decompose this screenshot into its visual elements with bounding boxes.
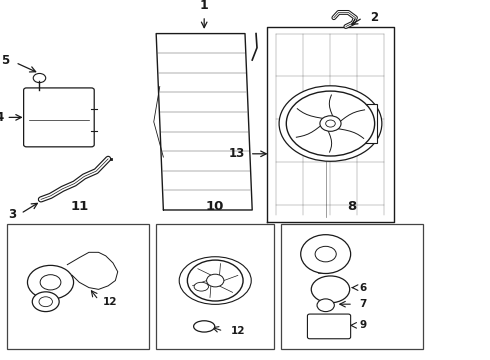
Circle shape: [315, 246, 336, 262]
Circle shape: [33, 73, 46, 83]
Bar: [156, 224, 274, 349]
Ellipse shape: [179, 257, 251, 304]
Text: 12: 12: [231, 326, 245, 336]
Circle shape: [187, 260, 243, 301]
Circle shape: [32, 292, 59, 312]
Ellipse shape: [311, 276, 350, 303]
FancyBboxPatch shape: [307, 314, 351, 339]
Text: 1: 1: [200, 0, 209, 12]
Circle shape: [39, 297, 52, 307]
Text: 6: 6: [359, 283, 367, 293]
Bar: [353, 104, 377, 143]
Text: 10: 10: [206, 200, 224, 213]
Circle shape: [207, 274, 224, 287]
Text: 7: 7: [359, 299, 367, 309]
Circle shape: [40, 275, 61, 290]
Circle shape: [320, 116, 341, 131]
Bar: [281, 224, 423, 349]
Text: 8: 8: [347, 200, 356, 213]
Text: 5: 5: [1, 54, 10, 67]
Text: 13: 13: [229, 147, 245, 160]
Ellipse shape: [301, 235, 351, 274]
Circle shape: [317, 299, 334, 312]
Circle shape: [279, 86, 382, 161]
Text: 11: 11: [70, 200, 89, 213]
Text: 12: 12: [102, 297, 117, 307]
Ellipse shape: [194, 321, 215, 332]
FancyBboxPatch shape: [24, 88, 94, 147]
Circle shape: [326, 120, 335, 127]
Text: 2: 2: [370, 11, 378, 24]
Text: 4: 4: [0, 111, 3, 124]
Text: 3: 3: [8, 208, 16, 221]
Ellipse shape: [194, 282, 209, 291]
Text: 9: 9: [359, 320, 367, 330]
Circle shape: [286, 91, 375, 156]
Circle shape: [27, 265, 74, 299]
Bar: [7, 224, 149, 349]
